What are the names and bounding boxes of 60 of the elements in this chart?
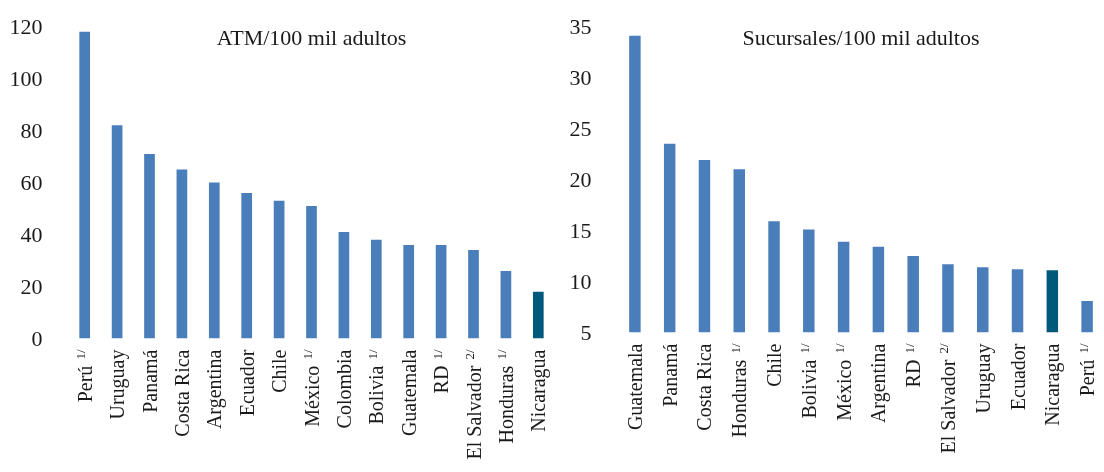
y-tick-label: 20 [569, 166, 592, 192]
chart-title: ATM/100 mil adultos [216, 25, 407, 50]
x-tick-label: El Salvador 2/ [462, 349, 485, 460]
x-tick-label: Colombia [332, 349, 355, 429]
x-tick-label: Honduras 1/ [727, 343, 751, 438]
x-tick-label: Honduras 1/ [494, 349, 517, 444]
x-tick-label: RD 1/ [429, 349, 453, 394]
bar [370, 239, 382, 339]
bar [79, 31, 91, 339]
bar [111, 125, 123, 339]
x-tick-label: Nicaragua [527, 349, 551, 432]
x-tick-label: Ecuador [235, 349, 258, 417]
y-tick-label: 10 [569, 268, 592, 294]
chart-title: Sucursales/100 mil adultos [742, 25, 980, 50]
x-tick-label: Nicaragua [1041, 343, 1065, 426]
y-tick-label: 100 [9, 65, 43, 91]
x-tick-label: Costa Rica [693, 343, 716, 431]
bar [176, 169, 188, 339]
y-tick-label: 15 [569, 217, 592, 243]
x-tick-label: Perú 1/ [73, 349, 96, 403]
bar [144, 153, 155, 339]
bar [532, 291, 544, 339]
y-tick-label: 20 [20, 273, 43, 299]
bar [403, 244, 415, 339]
bar [435, 244, 447, 339]
bar [273, 200, 285, 339]
x-tick-label: Uruguay [106, 349, 130, 420]
x-tick-label: Panamá [658, 343, 681, 407]
x-tick-label: Guatemala [397, 349, 420, 437]
x-tick-label: RD 1/ [901, 343, 925, 388]
y-tick-label: 5 [580, 319, 592, 345]
x-tick-label: Costa Rica [170, 349, 193, 437]
x-tick-label: El Salvador 2/ [936, 343, 959, 454]
y-tick-label: 40 [20, 221, 43, 247]
bar [338, 231, 350, 339]
x-tick-label: Perú 1/ [1075, 343, 1099, 397]
bar [208, 182, 220, 339]
bar [468, 250, 479, 339]
y-tick-label: 35 [569, 13, 592, 39]
x-tick-label: Ecuador [1006, 343, 1029, 411]
x-tick-label: México 1/ [832, 343, 855, 421]
x-tick-label: Panamá [138, 349, 161, 413]
x-tick-label: Bolivia 1/ [364, 349, 388, 425]
y-tick-label: 120 [9, 13, 43, 39]
x-tick-label: Uruguay [971, 343, 995, 414]
bar [306, 205, 317, 339]
y-tick-label: 30 [569, 64, 592, 90]
y-tick-label: 25 [569, 115, 592, 141]
x-tick-label: México 1/ [300, 349, 323, 427]
y-tick-label: 0 [31, 325, 43, 351]
bar [241, 192, 253, 339]
x-tick-label: Argentina [867, 343, 891, 424]
x-tick-label: Chile [763, 343, 786, 387]
bar [500, 270, 512, 339]
y-tick-label: 60 [20, 169, 43, 195]
y-tick-label: 80 [20, 117, 43, 143]
x-tick-label: Chile [268, 349, 291, 393]
x-tick-label: Argentina [203, 349, 227, 430]
x-tick-label: Guatemala [623, 343, 646, 431]
x-tick-label: Bolivia 1/ [797, 343, 820, 419]
